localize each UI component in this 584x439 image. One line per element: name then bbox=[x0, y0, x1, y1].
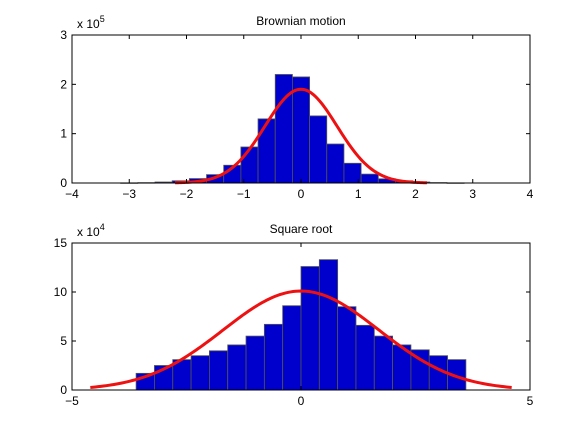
square-root-bar bbox=[263, 323, 284, 391]
brownian-bar bbox=[326, 143, 345, 184]
square-root-y-tick-label: 5 bbox=[60, 334, 67, 348]
square-root-bar bbox=[355, 324, 375, 391]
brownian-x-tick-label: 2 bbox=[412, 187, 419, 201]
brownian-bar bbox=[292, 76, 310, 184]
square-root-y-ticks: 0 5 10 15 bbox=[54, 236, 530, 397]
square-root-y-tick-label: 15 bbox=[54, 236, 68, 250]
brownian-bar bbox=[240, 146, 259, 184]
square-root-bar bbox=[190, 355, 210, 391]
brownian-x-tick-label: −4 bbox=[65, 187, 79, 201]
square-root-bar bbox=[227, 344, 247, 391]
brownian-bar bbox=[274, 74, 293, 184]
brownian-y-multiplier: x 105 bbox=[77, 14, 105, 31]
brownian-x-tick-label: 0 bbox=[298, 187, 305, 201]
brownian-y-tick-label: 0 bbox=[60, 176, 67, 190]
brownian-bar bbox=[257, 118, 276, 184]
square-root-y-tick-label: 10 bbox=[54, 285, 68, 299]
square-root-bar bbox=[208, 350, 229, 391]
square-root-histogram-bars bbox=[135, 259, 467, 391]
brownian-x-tick-label: 4 bbox=[527, 187, 534, 201]
brownian-title: Brownian motion bbox=[256, 14, 345, 28]
square-root-x-tick-label: 5 bbox=[527, 394, 534, 408]
brownian-x-ticks: −4 −3 −2 −1 0 1 2 3 4 bbox=[65, 35, 534, 201]
brownian-x-tick-label: 3 bbox=[469, 187, 476, 201]
brownian-x-tick-label: −1 bbox=[237, 187, 251, 201]
brownian-y-tick-label: 3 bbox=[60, 28, 67, 42]
square-root-y-tick-label: 0 bbox=[60, 383, 67, 397]
square-root-bar bbox=[373, 335, 393, 391]
brownian-bar bbox=[360, 173, 379, 184]
square-root-title: Square root bbox=[270, 222, 333, 236]
square-root-x-ticks: −5 0 5 bbox=[65, 243, 534, 408]
brownian-y-tick-label: 1 bbox=[60, 127, 67, 141]
square-root-x-tick-label: 0 bbox=[298, 394, 305, 408]
brownian-fit-curve bbox=[175, 87, 427, 185]
brownian-y-ticks: 0 1 2 3 bbox=[60, 28, 530, 190]
square-root-bar bbox=[300, 266, 320, 391]
brownian-x-tick-label: 1 bbox=[355, 187, 362, 201]
brownian-motion-subplot: −4 −3 −2 −1 0 1 2 3 4 0 1 2 3 Brownian motion x 105 bbox=[60, 14, 533, 201]
brownian-x-tick-label: −3 bbox=[122, 187, 136, 201]
brownian-y-tick-label: 2 bbox=[60, 77, 67, 91]
square-root-bar bbox=[318, 259, 339, 391]
square-root-x-tick-label: −5 bbox=[65, 394, 79, 408]
square-root-bar bbox=[245, 335, 265, 391]
square-root-multiplier-base: x 10 bbox=[77, 225, 100, 239]
square-root-bar bbox=[282, 305, 302, 391]
square-root-fit-curve bbox=[90, 289, 512, 389]
square-root-multiplier-exponent: 4 bbox=[100, 222, 105, 232]
brownian-multiplier-exponent: 5 bbox=[100, 14, 105, 24]
square-root-y-multiplier: x 104 bbox=[77, 222, 105, 239]
square-root-bar bbox=[337, 306, 357, 391]
brownian-bar bbox=[309, 115, 328, 184]
brownian-multiplier-base: x 10 bbox=[77, 17, 100, 31]
brownian-x-tick-label: −2 bbox=[180, 187, 194, 201]
